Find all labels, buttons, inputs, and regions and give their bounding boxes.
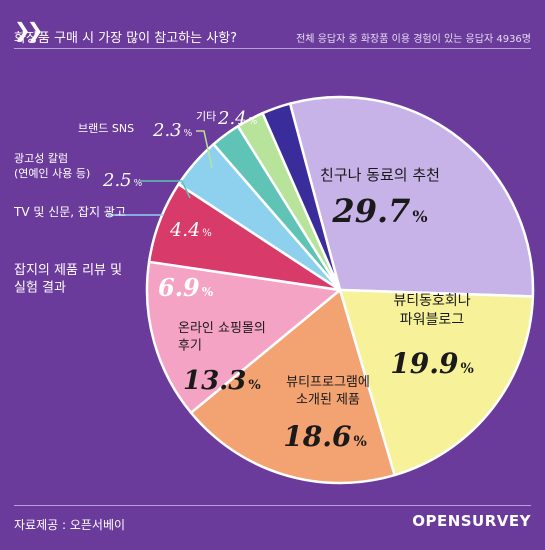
divider-top (14, 48, 531, 49)
slice-value-label: 18.6% (283, 420, 367, 453)
divider-bottom (14, 505, 531, 506)
leader-line (196, 130, 213, 169)
slice-category-label: 친구나 동료의 추천 (320, 166, 440, 184)
chart-subtitle: 전체 응답자 중 화장품 이용 경험이 있는 응답자 4936명 (296, 34, 531, 45)
leader-line (140, 180, 191, 199)
slice-category-label: 브랜드 SNS (78, 122, 134, 135)
slice-category-label: 잡지의 제품 리뷰 및 실험 결과 (14, 263, 122, 296)
opensurvey-logo: OPENSURVEY (412, 512, 531, 530)
slice-category-label: 광고성 칼럼 (연예인 사용 등) (14, 152, 90, 180)
slice-category-label: 온라인 쇼핑몰의 후기 (178, 321, 266, 354)
slice-value-label: 4.4% (169, 219, 212, 241)
pie-slice (338, 288, 535, 477)
chart-title: 화장품 구매 시 가장 많이 참고하는 사항? (14, 31, 238, 46)
slice-category-label: 기타 (196, 110, 216, 123)
source-credit: 자료제공 : 오픈서베이 (14, 518, 126, 532)
slice-value-label: 2.5% (102, 170, 143, 191)
slice-value-label: 2.3% (152, 120, 193, 141)
slice-category-label: TV 및 신문, 잡지 광고 (13, 205, 126, 219)
pie-slice (261, 102, 342, 292)
chevron-icon: ❯❯ (14, 18, 43, 42)
pie-slice (288, 95, 535, 298)
slice-value-label: 29.7% (331, 192, 427, 230)
pie-slice (145, 260, 342, 414)
slice-value-label: 2.4% (217, 108, 258, 129)
slice-value-label: 19.9% (390, 347, 474, 380)
pie-slice (189, 288, 396, 485)
slice-value-label: 13.3% (183, 366, 261, 396)
slice-value-label: 6.9% (158, 273, 214, 302)
slice-category-label: 뷰티프로그램에 소개된 제품 (286, 375, 370, 408)
slice-category-label: 뷰티동호회나 파워블로그 (393, 293, 470, 328)
